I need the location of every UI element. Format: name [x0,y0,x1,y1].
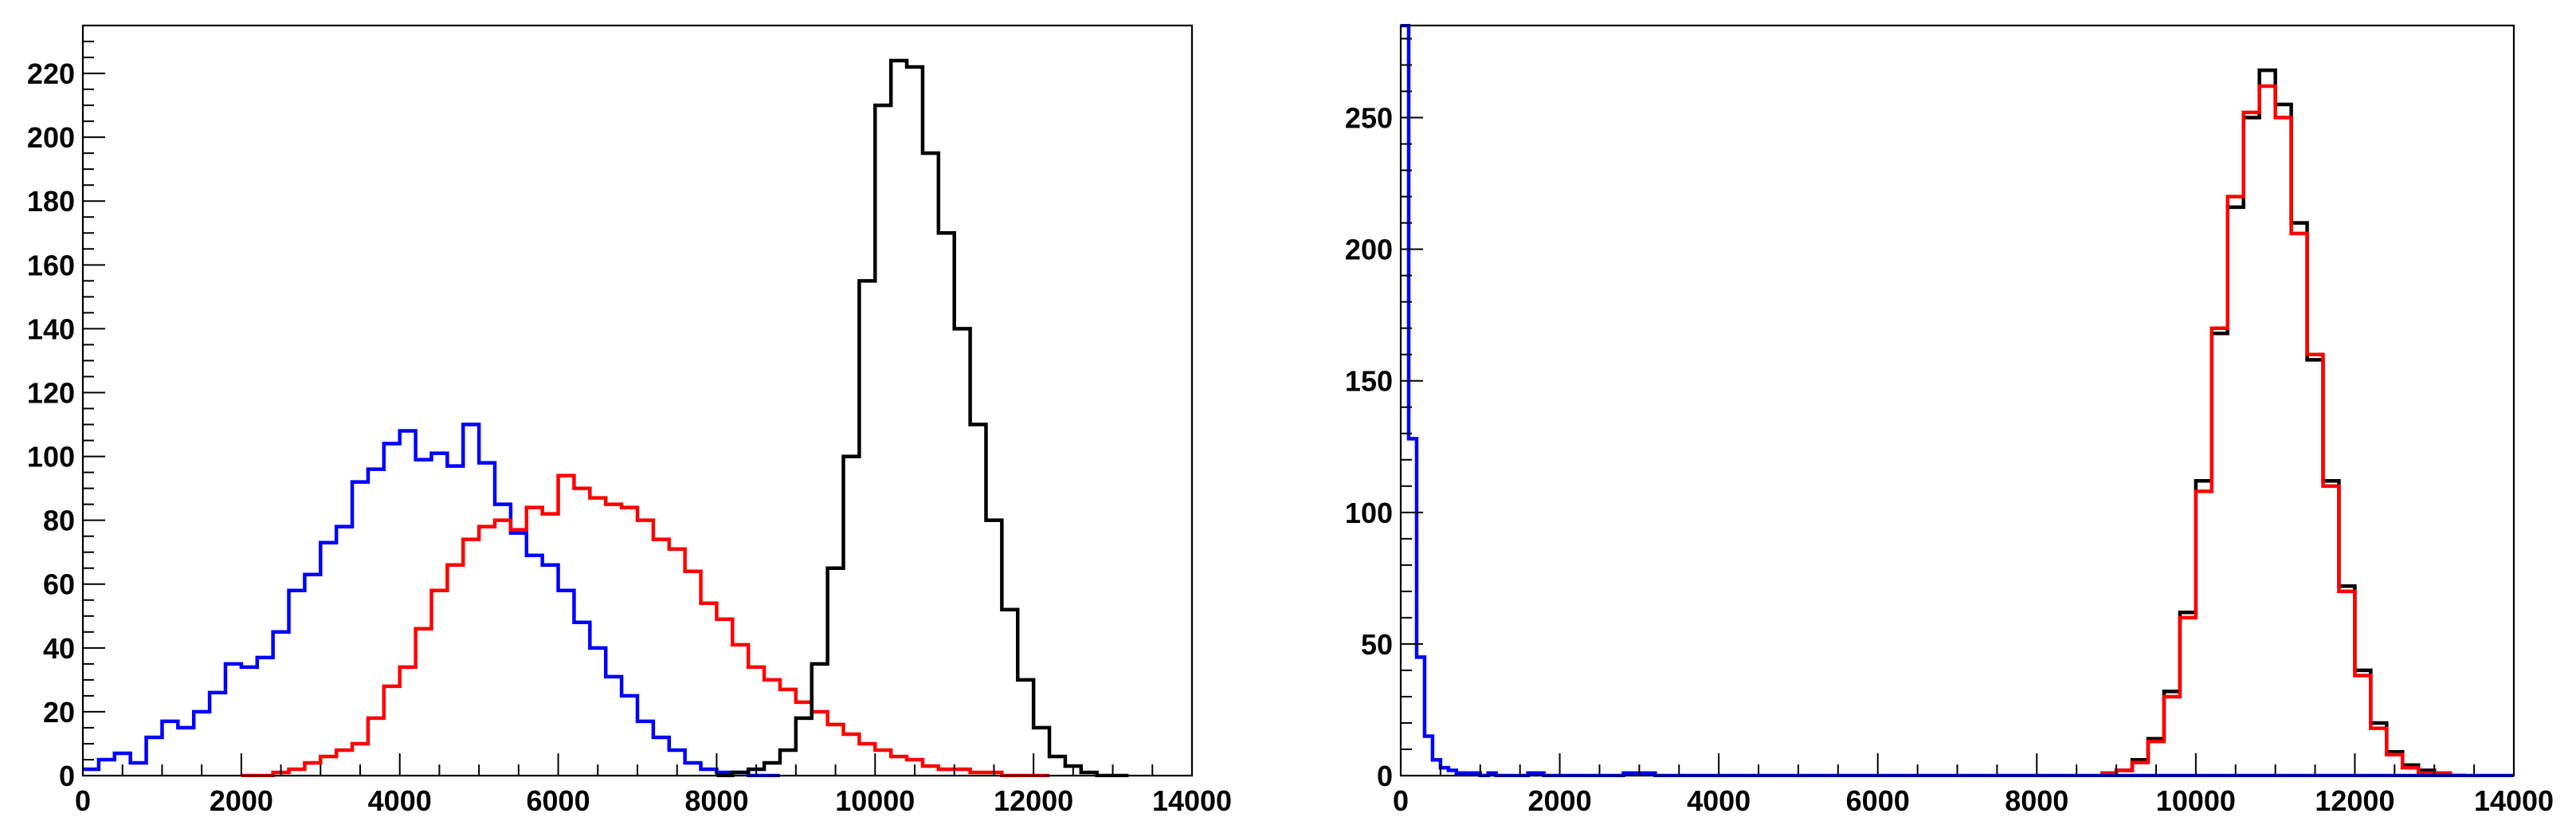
left-chart-y-tick-label: 80 [43,505,75,537]
right-chart-y-tick-label: 50 [1361,628,1393,661]
left-chart-y-tick-label: 180 [27,185,75,218]
left-chart-y-tick-label: 0 [59,760,75,792]
left-chart-x-tick-label: 0 [75,784,91,817]
right-chart-x-tick-label: 12000 [2315,784,2394,817]
right-chart-y-tick-label: 100 [1345,497,1393,529]
left-chart-series-0 [83,422,780,777]
left-chart-y-tick-label: 100 [27,441,75,474]
left-chart-y-tick-label: 60 [43,568,75,601]
right-chart-y-tick-label: 200 [1345,234,1393,266]
left-chart-x-tick-label: 8000 [684,784,748,817]
left-chart-x-tick-label: 12000 [994,784,1073,817]
right-chart-x-tick-label: 8000 [2005,784,2068,817]
left-chart-x-tick-label: 14000 [1152,784,1232,817]
right-chart-x-tick-label: 4000 [1687,784,1751,817]
right-chart-x-tick-label: 10000 [2156,784,2236,817]
left-chart-y-tick-label: 20 [43,696,75,729]
right-chart-y-tick-label: 250 [1345,102,1393,135]
left-chart-x-tick-label: 6000 [527,784,590,817]
right-chart-x-tick-label: 0 [1393,784,1409,817]
right-chart-x-tick-label: 6000 [1846,784,1910,817]
right-chart-series-0 [2100,68,2467,777]
left-chart-y-tick-label: 200 [27,121,75,154]
left-chart-frame [81,24,1194,777]
left-chart-x-tick-label: 2000 [210,784,273,817]
right-chart-frame [1399,24,2515,777]
left-chart-series-2 [716,58,1129,777]
right-chart-y-tick-label: 0 [1377,760,1393,792]
right-chart-series-1 [2100,84,2467,777]
right-chart-y-tick-label: 150 [1345,365,1393,398]
left-chart-x-tick-label: 4000 [368,784,432,817]
left-chart-series-1 [241,474,1050,777]
left-chart-y-tick-label: 40 [43,632,75,665]
left-chart-y-tick-label: 160 [27,249,75,281]
right-chart-x-tick-label: 14000 [2474,784,2554,817]
right-chart-x-tick-label: 2000 [1528,784,1592,817]
left-chart-y-tick-label: 220 [27,57,75,90]
left-histogram-chart: 0 2000 4000 6000 8000 10000 12000 14000 0 20 40 60 8… [27,24,1232,817]
left-chart-x-tick-label: 10000 [835,784,915,817]
left-chart-y-tick-label: 140 [27,312,75,345]
left-chart-y-tick-label: 120 [27,376,75,409]
right-histogram-chart: 0 2000 4000 6000 8000 10000 12000 14000 0 50 100 15… [1345,24,2554,817]
